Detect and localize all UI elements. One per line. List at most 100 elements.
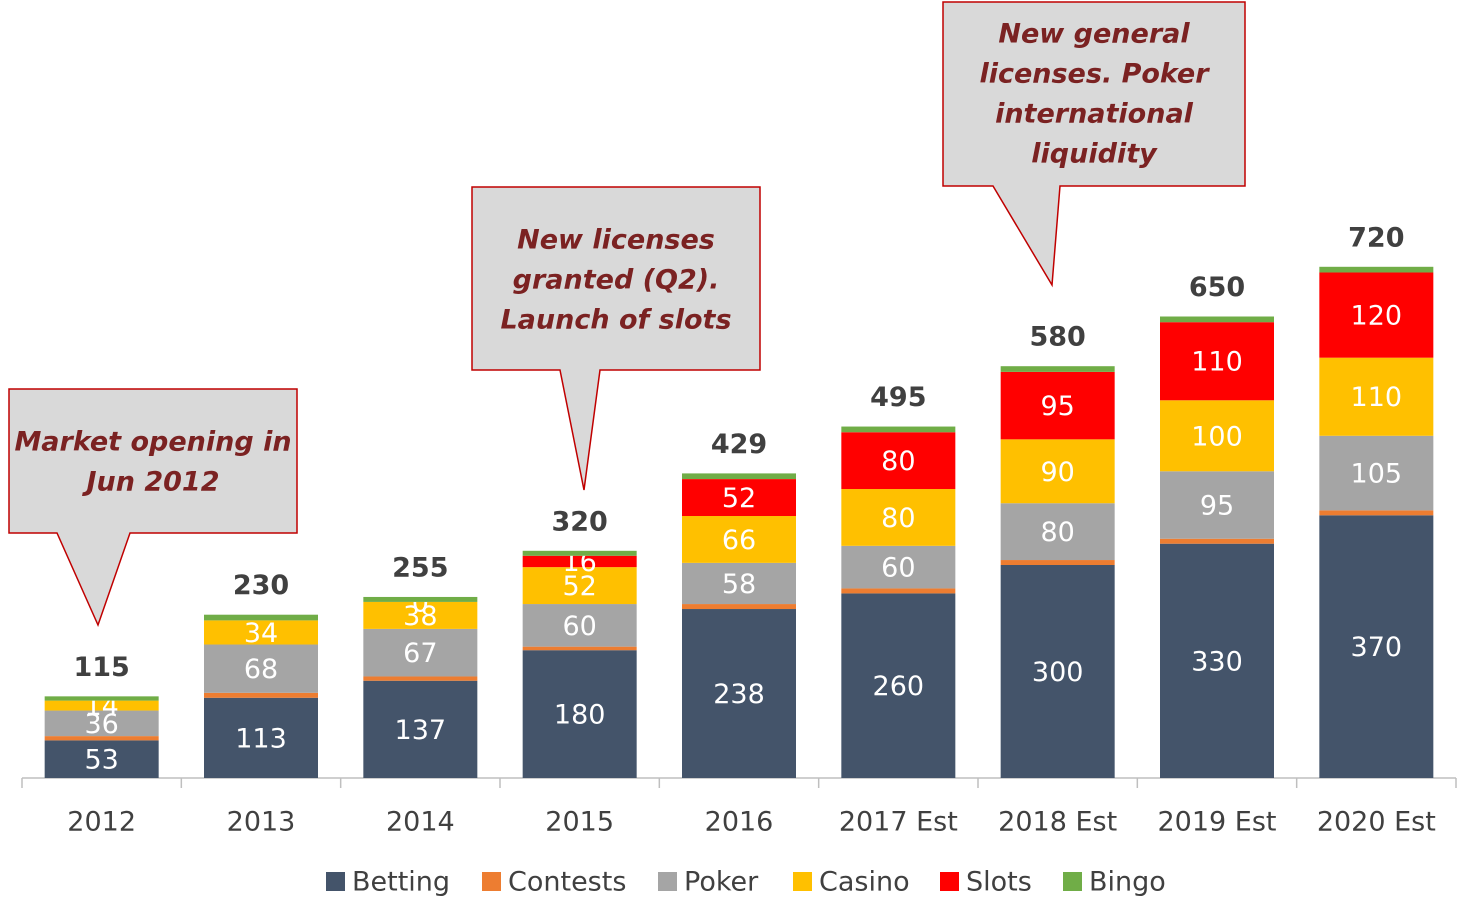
- data-label: 95: [1200, 491, 1234, 522]
- total-label: 580: [1029, 322, 1085, 353]
- x-tick-label: 2017 Est: [839, 807, 958, 838]
- bar-segment: [1319, 510, 1434, 516]
- bar-segment: [841, 545, 956, 589]
- callout-box: [942, 1, 1246, 288]
- bar-segment: [1319, 266, 1434, 273]
- callout-text: licenses. Poker: [979, 59, 1210, 90]
- data-label: 66: [722, 525, 756, 556]
- data-label: 60: [562, 611, 596, 642]
- data-label: 80: [881, 446, 915, 477]
- data-label: 52: [722, 483, 756, 514]
- x-tick-label: 2019 Est: [1157, 807, 1276, 838]
- data-label: 38: [403, 601, 437, 632]
- legend-label: Betting: [352, 867, 450, 898]
- data-label: 113: [235, 723, 287, 754]
- callout-text: New general: [998, 19, 1190, 50]
- bar-segment: [522, 567, 637, 605]
- data-label: 95: [1040, 391, 1074, 422]
- data-label: 90: [1040, 457, 1074, 488]
- x-tick-label: 2018 Est: [998, 807, 1117, 838]
- legend-marker: [482, 872, 501, 891]
- legend-marker: [793, 872, 812, 891]
- bar-segment: [1319, 435, 1434, 511]
- bar-segment: [1319, 515, 1434, 778]
- bar-segment: [1319, 272, 1434, 358]
- bar-segment: [682, 479, 796, 517]
- bar-segment: [1160, 538, 1274, 544]
- bar-segment: [841, 588, 956, 594]
- data-label: 67: [403, 638, 437, 669]
- legend-marker: [658, 872, 677, 891]
- callout-text: Launch of slots: [500, 305, 731, 336]
- bar-segment: [44, 696, 159, 701]
- data-label: 330: [1191, 646, 1243, 677]
- data-label: 80: [881, 503, 915, 534]
- data-label: 53: [84, 745, 118, 776]
- data-label: 14: [84, 691, 118, 722]
- bar-segment: [682, 604, 796, 610]
- callout-box: [471, 186, 761, 491]
- total-label: 495: [870, 382, 926, 413]
- callout-box: [8, 388, 298, 628]
- total-label: 230: [233, 570, 289, 601]
- x-tick-label: 2016: [705, 807, 774, 838]
- bar-segment: [1000, 560, 1115, 565]
- data-label: 68: [244, 654, 278, 685]
- bar-segment: [204, 697, 318, 778]
- bar-segment: [522, 550, 637, 556]
- bar-segment: [204, 614, 318, 621]
- bar-segment: [682, 562, 796, 605]
- total-label: 429: [711, 429, 767, 460]
- bar-segment: [1000, 503, 1115, 561]
- total-label: 255: [392, 552, 448, 583]
- data-label: 238: [713, 679, 765, 710]
- data-label: 80: [1040, 517, 1074, 548]
- data-label: 137: [395, 715, 447, 746]
- x-tick-label: 2014: [386, 807, 455, 838]
- x-tick-label: 2020 Est: [1317, 807, 1436, 838]
- callout-text: granted (Q2).: [513, 265, 720, 296]
- bar-segment: [1160, 400, 1274, 472]
- data-label: 180: [554, 700, 606, 731]
- bar-segment: [1000, 371, 1115, 440]
- data-label: 0: [412, 587, 429, 618]
- bar-segment: [682, 473, 796, 480]
- data-label: 260: [873, 671, 925, 702]
- data-label: 370: [1351, 632, 1403, 663]
- data-label: 300: [1032, 657, 1084, 688]
- bar-segment: [1000, 565, 1115, 778]
- bar-segment: [204, 620, 318, 645]
- bar-segment: [1000, 366, 1115, 372]
- bar-segment: [204, 644, 318, 693]
- bar-segment: [841, 593, 956, 778]
- data-label: 34: [244, 618, 278, 649]
- bar-segment: [1160, 322, 1274, 401]
- bar-segment: [204, 692, 318, 698]
- bar-segment: [841, 426, 956, 433]
- bar-segment: [1160, 471, 1274, 539]
- bar-segment: [682, 516, 796, 563]
- bar-segment: [363, 676, 478, 681]
- bar-segment: [363, 628, 478, 677]
- total-label: 720: [1348, 222, 1404, 253]
- data-label: 58: [722, 569, 756, 600]
- callout-text: international: [995, 99, 1194, 130]
- legend-label: Poker: [684, 867, 759, 898]
- bar-segment: [1160, 543, 1274, 778]
- bar-segment: [1160, 316, 1274, 323]
- x-tick-label: 2015: [545, 807, 614, 838]
- bar-segment: [363, 680, 478, 778]
- data-label: 52: [562, 571, 596, 602]
- bar-segment: [522, 650, 637, 778]
- bar-segment: [44, 710, 159, 737]
- callout-text: Market opening in: [14, 427, 291, 458]
- bar-segment: [1000, 439, 1115, 504]
- bar-segment: [44, 740, 159, 778]
- total-label: 650: [1189, 272, 1245, 303]
- data-label: 36: [84, 709, 118, 740]
- data-label: 60: [881, 553, 915, 584]
- total-label: 320: [551, 506, 607, 537]
- data-label: 100: [1191, 421, 1243, 452]
